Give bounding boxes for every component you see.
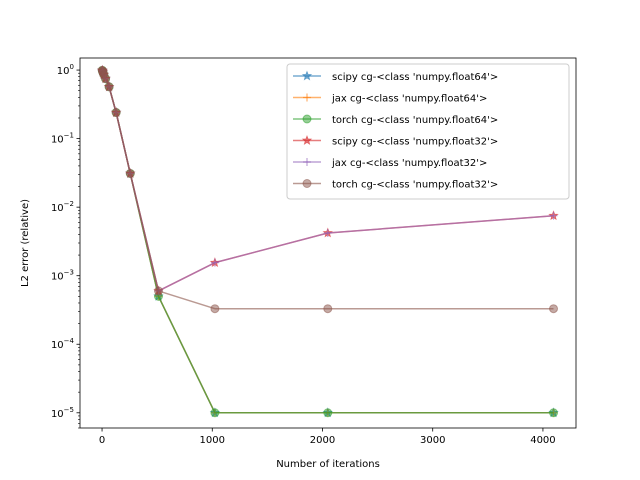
series-5 [97, 65, 559, 314]
legend-label: scipy cg-<class 'numpy.float32'> [332, 137, 498, 148]
legend-label: torch cg-<class 'numpy.float32'> [332, 180, 498, 191]
y-tick-label: 10−2 [51, 200, 74, 214]
y-tick-label: 10−5 [51, 406, 74, 420]
data-point [101, 74, 111, 84]
legend-entry: jax cg-<class 'numpy.float32'> [293, 158, 487, 169]
axes-layer: 0 1000 2000 3000 4000 100 10−1 10−2 10−3 10−4 10−5 [51, 57, 577, 446]
data-point [125, 168, 135, 178]
x-tick-label: 2000 [310, 435, 335, 446]
legend-entry: scipy cg-<class 'numpy.float64'> [293, 70, 498, 83]
legend-marker [302, 179, 312, 188]
data-point [153, 286, 163, 296]
y-tick-label: 10−3 [51, 269, 74, 283]
x-tick-label: 0 [99, 435, 105, 446]
legend-label: scipy cg-<class 'numpy.float64'> [332, 72, 498, 83]
legend-marker [302, 114, 312, 124]
legend-box [286, 63, 570, 200]
data-point [323, 304, 333, 314]
data-point [323, 228, 332, 237]
legend-entry: torch cg-<class 'numpy.float32'> [293, 179, 498, 191]
legend: scipy cg-<class 'numpy.float64'> jax cg-<… [286, 63, 570, 200]
legend-marker [301, 135, 313, 145]
data-point [549, 408, 559, 418]
legend-label: torch cg-<class 'numpy.float64'> [332, 115, 498, 126]
x-tick-label: 4000 [530, 435, 555, 446]
x-axis-label: Number of iterations [276, 459, 380, 470]
legend-label: jax cg-<class 'numpy.float32'> [331, 158, 487, 169]
y-tick-label: 10−4 [51, 337, 75, 351]
legend-marker [303, 93, 311, 102]
x-tick-label: 1000 [200, 435, 225, 446]
data-point [210, 408, 220, 418]
legend-label: jax cg-<class 'numpy.float64'> [331, 94, 487, 105]
y-axis-label: L2 error (relative) [20, 199, 31, 287]
data-point [111, 108, 121, 118]
data-point [549, 304, 559, 314]
data-point [104, 82, 114, 92]
y-tick-label: 10−1 [51, 132, 74, 146]
y-tick-label: 100 [57, 63, 74, 77]
x-tick-label: 3000 [420, 435, 445, 446]
series-layer [97, 64, 559, 418]
data-point [210, 304, 220, 314]
data-point [549, 211, 558, 220]
legend-entry: scipy cg-<class 'numpy.float32'> [293, 135, 498, 148]
legend-entry: jax cg-<class 'numpy.float64'> [293, 93, 487, 105]
legend-marker [303, 158, 311, 166]
data-point [323, 408, 333, 418]
data-point [210, 258, 219, 267]
legend-marker [301, 70, 313, 81]
legend-entry: torch cg-<class 'numpy.float64'> [293, 114, 498, 126]
